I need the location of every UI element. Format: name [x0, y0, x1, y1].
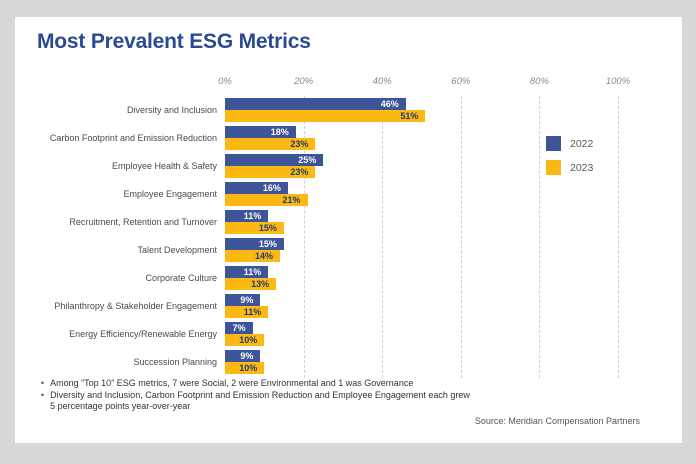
legend-label: 2023	[570, 161, 594, 174]
bar-value-label: 10%	[239, 335, 258, 345]
bar-2023: 15%	[225, 222, 284, 234]
bar-group: 46% 51%	[225, 98, 618, 122]
category-label: Philanthropy & Stakeholder Engagement	[54, 300, 217, 311]
gridline	[618, 96, 619, 378]
page-title: Most Prevalent ESG Metrics	[37, 30, 311, 53]
legend-swatch-2023	[546, 160, 561, 175]
axis-tick-label: 20%	[294, 76, 314, 87]
bar-2023: 23%	[225, 166, 316, 178]
bar-value-label: 11%	[243, 211, 262, 221]
bar-2022: 11%	[225, 210, 269, 222]
bar-2023: 11%	[225, 306, 269, 318]
bar-2023: 10%	[225, 362, 265, 374]
axis-tick-label: 80%	[529, 76, 549, 87]
legend-item-2022: 2022	[546, 136, 593, 151]
category-label: Employee Health & Safety	[111, 160, 217, 171]
axis-tick-label: 100%	[605, 76, 631, 87]
bar-2022: 9%	[225, 350, 261, 362]
bar-2023: 10%	[225, 334, 265, 346]
bar-group: 9% 11%	[225, 294, 618, 318]
chart-row: Talent Development 15% 14%	[15, 236, 618, 264]
x-axis: 0% 20% 40% 60% 80% 100%	[218, 76, 630, 90]
bar-value-label: 23%	[290, 167, 309, 177]
chart-rows: Diversity and Inclusion 46% 51% Carbon Foot…	[15, 96, 618, 376]
chart-row: Corporate Culture 11% 13%	[15, 264, 618, 292]
bar-value-label: 14%	[255, 251, 274, 261]
bar-value-label: 9%	[240, 351, 254, 361]
bar-value-label: 10%	[239, 363, 258, 373]
bar-2022: 9%	[225, 294, 261, 306]
axis-tick-label: 40%	[372, 76, 392, 87]
legend-swatch-2022	[546, 136, 561, 151]
footnote-item: • Diversity and Inclusion, Carbon Footpri…	[41, 390, 481, 413]
bar-value-label: 11%	[243, 307, 262, 317]
bar-2022: 18%	[225, 126, 296, 138]
bar-group: 11% 15%	[225, 210, 618, 234]
bar-value-label: 16%	[262, 183, 281, 193]
bar-group: 9% 10%	[225, 350, 618, 374]
bar-2023: 51%	[225, 110, 426, 122]
bar-2022: 11%	[225, 266, 269, 278]
bar-value-label: 9%	[240, 295, 254, 305]
bar-group: 11% 13%	[225, 266, 618, 290]
category-label: Diversity and Inclusion	[126, 104, 217, 115]
category-label: Recruitment, Retention and Turnover	[69, 216, 217, 227]
category-label: Carbon Footprint and Emission Reduction	[49, 132, 217, 143]
axis-tick-label: 60%	[451, 76, 471, 87]
bar-value-label: 23%	[290, 139, 309, 149]
category-label: Succession Planning	[133, 356, 217, 367]
category-label: Energy Efficiency/Renewable Energy	[69, 328, 217, 339]
bar-value-label: 7%	[232, 323, 246, 333]
chart-row: Carbon Footprint and Emission Reduction 1…	[15, 124, 618, 152]
bar-value-label: 11%	[243, 267, 262, 277]
chart-row: Energy Efficiency/Renewable Energy 7% 10%	[15, 320, 618, 348]
bar-2022: 16%	[225, 182, 288, 194]
chart-row: Philanthropy & Stakeholder Engagement 9% 1…	[15, 292, 618, 320]
category-label: Talent Development	[137, 244, 217, 255]
footnote-text: Among “Top 10” ESG metrics, 7 were Socia…	[50, 378, 414, 388]
chart-row: Succession Planning 9% 10%	[15, 348, 618, 376]
chart-row: Diversity and Inclusion 46% 51%	[15, 96, 618, 124]
axis-tick-label: 0%	[218, 76, 232, 87]
bar-value-label: 18%	[270, 127, 289, 137]
bar-2022: 7%	[225, 322, 253, 334]
footnote-text: Diversity and Inclusion, Carbon Footprin…	[50, 389, 470, 412]
legend: 2022 2023	[546, 136, 593, 184]
legend-label: 2022	[570, 137, 594, 150]
bar-2022: 46%	[225, 98, 406, 110]
bar-value-label: 15%	[258, 239, 277, 249]
bar-2022: 15%	[225, 238, 284, 250]
bar-2022: 25%	[225, 154, 324, 166]
chart-row: Employee Engagement 16% 21%	[15, 180, 618, 208]
footnote-item: • Among “Top 10” ESG metrics, 7 were Soci…	[41, 378, 481, 390]
bar-value-label: 21%	[282, 195, 301, 205]
bar-2023: 23%	[225, 138, 316, 150]
bar-value-label: 46%	[380, 99, 399, 109]
category-label: Corporate Culture	[145, 272, 217, 283]
bar-value-label: 25%	[298, 155, 317, 165]
bar-value-label: 51%	[400, 111, 419, 121]
bar-value-label: 13%	[251, 279, 270, 289]
bar-group: 18% 23%	[225, 126, 618, 150]
bullet-icon: •	[41, 378, 45, 388]
category-label: Employee Engagement	[123, 188, 217, 199]
chart-card: Most Prevalent ESG Metrics 0% 20% 40% 60% 80…	[15, 17, 682, 443]
bar-group: 7% 10%	[225, 322, 618, 346]
bar-2023: 21%	[225, 194, 308, 206]
bar-2023: 14%	[225, 250, 281, 262]
legend-item-2023: 2023	[546, 160, 593, 175]
chart-row: Recruitment, Retention and Turnover 11% 15…	[15, 208, 618, 236]
bar-group: 15% 14%	[225, 238, 618, 262]
bar-value-label: 15%	[258, 223, 277, 233]
bar-group: 25% 23%	[225, 154, 618, 178]
source-note: Source: Meridian Compensation Partners	[474, 416, 640, 426]
footnotes: • Among “Top 10” ESG metrics, 7 were Soci…	[41, 378, 481, 413]
bar-2023: 13%	[225, 278, 277, 290]
bullet-icon: •	[41, 389, 45, 400]
bar-group: 16% 21%	[225, 182, 618, 206]
chart-row: Employee Health & Safety 25% 23%	[15, 152, 618, 180]
